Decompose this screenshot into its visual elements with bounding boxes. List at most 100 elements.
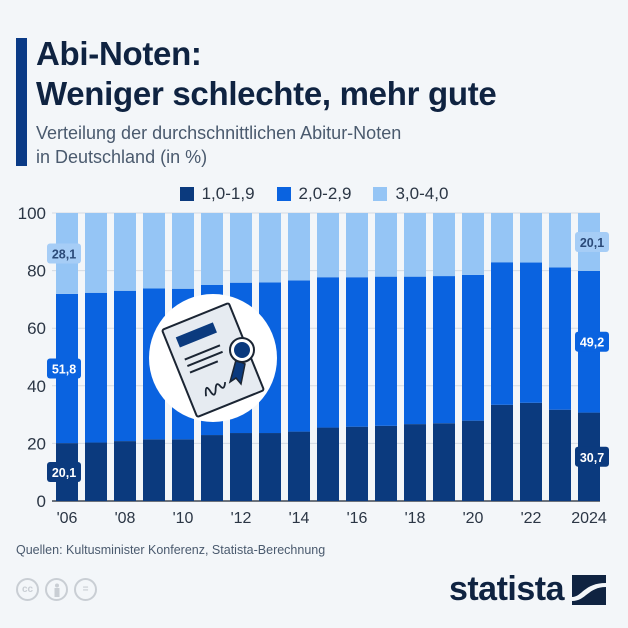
bar-segment-2021-mid — [491, 262, 513, 405]
statista-logo[interactable]: statista — [449, 570, 606, 609]
bar-segment-2011-dark — [201, 435, 223, 501]
bar-segment-2015-dark — [317, 427, 339, 501]
x-tick-label: '22 — [521, 510, 542, 527]
data-label-2024-dark: 30,7 — [575, 446, 609, 467]
nd-icon[interactable]: = — [74, 578, 97, 601]
cc-icon[interactable]: cc — [16, 578, 39, 601]
bar-segment-2023-light — [549, 213, 571, 268]
x-tick-label: '10 — [173, 510, 194, 527]
source-note: Quellen: Kultusminister Konferenz, Stati… — [16, 543, 326, 557]
chart-legend: 1,0-1,9 2,0-2,9 3,0-4,0 — [0, 184, 628, 204]
bar-segment-2010-light — [172, 213, 194, 289]
bar-segment-2015-light — [317, 213, 339, 278]
chart-subtitle: Verteilung der durchschnittlichen Abitur… — [36, 121, 401, 169]
x-tick-label: '16 — [347, 510, 368, 527]
bars — [56, 213, 600, 501]
bar-segment-2009-dark — [143, 439, 165, 501]
svg-text:49,2: 49,2 — [580, 336, 604, 350]
bar-segment-2007-light — [85, 213, 107, 293]
subtitle-line-1: Verteilung der durchschnittlichen Abitur… — [36, 123, 402, 143]
title-line-2: Weniger schlechte, mehr gute — [36, 75, 497, 112]
bar-segment-2019-light — [433, 213, 455, 277]
y-tick-label: 80 — [27, 262, 46, 281]
svg-text:20,1: 20,1 — [52, 466, 76, 480]
bar-segment-2017-light — [375, 213, 397, 277]
bar-segment-2008-dark — [114, 441, 136, 501]
data-label-2024-light: 20,1 — [575, 231, 609, 252]
bar-segment-2010-dark — [172, 439, 194, 501]
bar-segment-2023-mid — [549, 267, 571, 410]
bar-segment-2019-mid — [433, 276, 455, 424]
legend-item-dark: 1,0-1,9 — [179, 184, 255, 204]
y-tick-label: 60 — [27, 319, 46, 338]
bar-segment-2023-dark — [549, 409, 571, 501]
bar-segment-2020-mid — [462, 274, 484, 421]
x-tick-label: '14 — [289, 510, 310, 527]
bar-segment-2011-light — [201, 213, 223, 285]
bar-segment-2007-mid — [85, 292, 107, 443]
bar-segment-2022-mid — [520, 262, 542, 403]
nd-icon-glyph: = — [82, 584, 89, 595]
bar-segment-2021-dark — [491, 404, 513, 501]
bar-segment-2014-light — [288, 213, 310, 281]
svg-text:28,1: 28,1 — [52, 247, 76, 261]
x-tick-label: 2024 — [571, 510, 607, 527]
bar-segment-2020-dark — [462, 420, 484, 501]
bar-segment-2014-mid — [288, 280, 310, 432]
chart-title: Abi-Noten: Weniger schlechte, mehr gute — [36, 34, 497, 114]
legend-swatch-light — [373, 187, 388, 201]
svg-text:51,8: 51,8 — [52, 363, 76, 377]
y-tick-label: 0 — [37, 492, 46, 511]
certificate-icon — [149, 294, 277, 422]
bar-segment-2008-mid — [114, 290, 136, 442]
x-axis-ticks: '06 '08 '10 '12 '14 '16 '18 '20 '22 2024 — [57, 510, 607, 527]
y-tick-label: 40 — [27, 377, 46, 396]
svg-text:30,7: 30,7 — [580, 451, 604, 465]
legend-item-mid: 2,0-2,9 — [276, 184, 352, 204]
title-line-1: Abi-Noten: — [36, 35, 202, 72]
legend-label-mid: 2,0-2,9 — [298, 184, 352, 203]
y-tick-label: 20 — [27, 434, 46, 453]
bar-segment-2015-mid — [317, 277, 339, 428]
y-axis-ticks: 0 20 40 60 80 100 — [18, 204, 46, 511]
bar-segment-2021-light — [491, 213, 513, 263]
data-label-2006-light: 28,1 — [47, 243, 81, 264]
bar-segment-2013-light — [259, 213, 281, 283]
x-tick-label: '06 — [57, 510, 78, 527]
bar-segment-2016-dark — [346, 426, 368, 501]
data-labels: 28,1 51,8 20,1 20,1 49,2 30,7 — [47, 231, 609, 483]
subtitle-line-2: in Deutschland (in %) — [36, 147, 208, 167]
statista-wordmark: statista — [448, 570, 565, 608]
legend-swatch-dark — [179, 187, 194, 201]
legend-label-light: 3,0-4,0 — [395, 184, 449, 203]
x-tick-label: '12 — [231, 510, 252, 527]
legend-label-dark: 1,0-1,9 — [201, 184, 255, 203]
svg-text:20,1: 20,1 — [580, 236, 604, 250]
bar-segment-2009-light — [143, 213, 165, 289]
cc-icon-glyph: cc — [21, 584, 34, 595]
x-tick-label: '08 — [115, 510, 136, 527]
bar-segment-2018-dark — [404, 424, 426, 501]
x-tick-label: '18 — [405, 510, 426, 527]
bar-segment-2008-light — [114, 213, 136, 291]
statista-logo-icon — [572, 574, 606, 605]
bar-segment-2017-mid — [375, 276, 397, 426]
bar-segment-2007-dark — [85, 442, 107, 501]
bar-segment-2019-dark — [433, 423, 455, 501]
bar-segment-2018-light — [404, 213, 426, 277]
by-icon[interactable] — [45, 578, 68, 601]
bar-segment-2022-light — [520, 213, 542, 263]
x-tick-label: '20 — [463, 510, 484, 527]
legend-swatch-mid — [276, 187, 291, 201]
bar-segment-2016-mid — [346, 277, 368, 427]
data-label-2024-mid: 49,2 — [575, 331, 609, 352]
title-accent-bar — [16, 38, 27, 166]
bar-segment-2012-dark — [230, 433, 252, 501]
bar-segment-2017-dark — [375, 425, 397, 501]
bar-segment-2016-light — [346, 213, 368, 278]
bar-segment-2022-dark — [520, 402, 542, 501]
y-tick-label: 100 — [18, 204, 46, 223]
bar-segment-2014-dark — [288, 431, 310, 501]
person-icon — [54, 583, 59, 597]
